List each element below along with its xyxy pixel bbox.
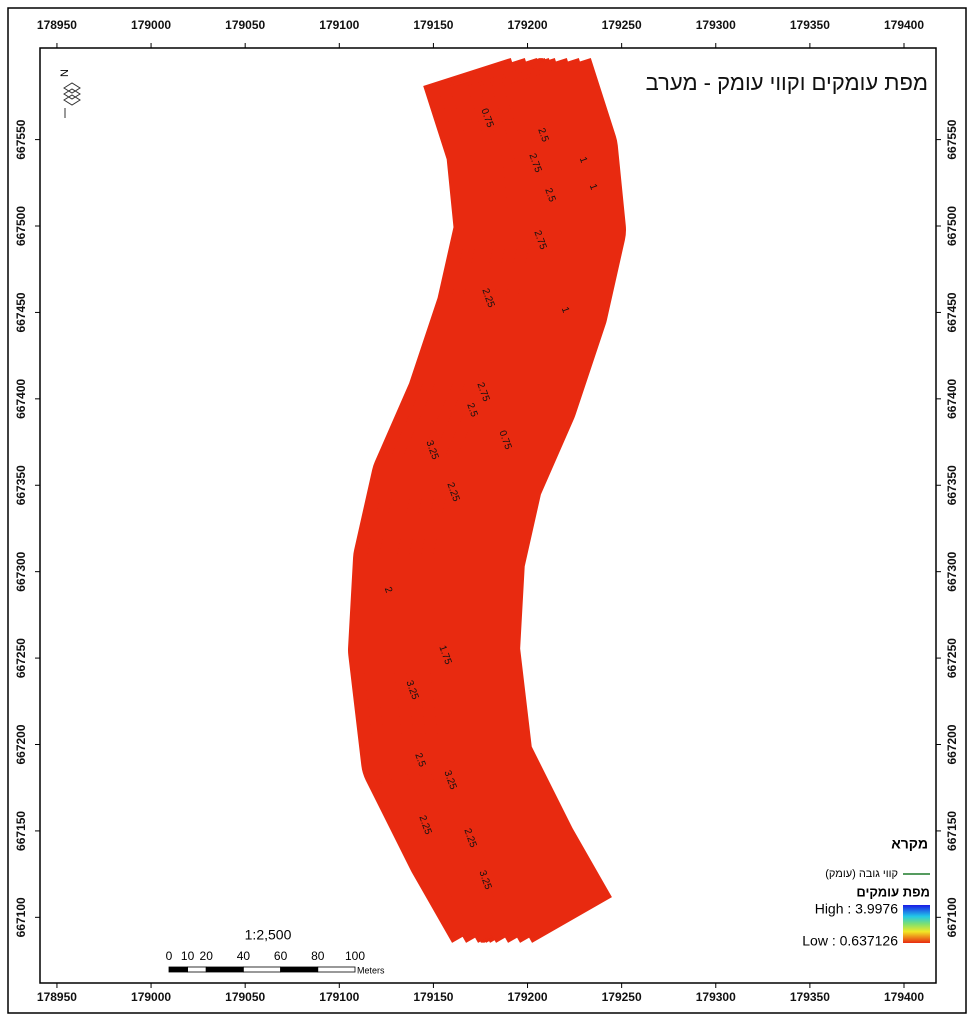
- y-tick-label: 667200: [945, 724, 959, 764]
- legend-raster-title: מפת עומקים: [856, 884, 930, 899]
- y-tick-label: 667350: [14, 465, 28, 505]
- x-tick-label: 179350: [790, 18, 830, 32]
- scale-label: 0: [166, 949, 173, 963]
- y-tick-label: 667250: [945, 638, 959, 678]
- scale-segment: [205, 966, 244, 973]
- x-tick-label: 179000: [131, 18, 171, 32]
- y-tick-label: 667550: [14, 119, 28, 159]
- contour-label: 2.5: [535, 127, 550, 144]
- scale-unit: Meters: [357, 965, 385, 975]
- x-tick-label: 179050: [225, 18, 265, 32]
- x-tick-label: 178950: [37, 18, 77, 32]
- y-tick-label: 667100: [14, 897, 28, 937]
- north-label: N: [59, 69, 71, 77]
- legend-contour: קווי גובה (עומק): [825, 868, 898, 880]
- y-tick-label: 667450: [945, 292, 959, 332]
- y-tick-label: 667500: [14, 206, 28, 246]
- y-tick-label: 667550: [945, 119, 959, 159]
- x-tick-label: 179250: [602, 990, 642, 1004]
- legend-ramp: [903, 905, 930, 943]
- contour-label: 2.5: [412, 752, 427, 769]
- x-tick-label: 179150: [413, 990, 453, 1004]
- x-tick-label: 179050: [225, 990, 265, 1004]
- x-tick-label: 179300: [696, 990, 736, 1004]
- x-tick-label: 179100: [319, 18, 359, 32]
- legend-high: High : 3.9976: [815, 901, 898, 917]
- scale-ratio: 1:2,500: [245, 927, 292, 943]
- y-tick-label: 667400: [14, 378, 28, 418]
- x-tick-label: 179200: [508, 18, 548, 32]
- contour-label: 2: [382, 586, 394, 595]
- river: [394, 72, 580, 920]
- x-tick-label: 179400: [884, 18, 924, 32]
- scale-segment: [242, 966, 281, 973]
- contour-label: 2.5: [464, 402, 479, 419]
- y-tick-label: 667350: [945, 465, 959, 505]
- scale-label: 10: [181, 949, 195, 963]
- scale-segment: [187, 966, 207, 973]
- contour-label: 2.5: [542, 187, 557, 204]
- scale-segment: [317, 966, 356, 973]
- scale-label: 80: [311, 949, 325, 963]
- y-tick-label: 667100: [945, 897, 959, 937]
- north-symbol: [63, 82, 81, 106]
- x-tick-label: 179300: [696, 18, 736, 32]
- contour-label: 1: [577, 156, 589, 165]
- x-tick-label: 179400: [884, 990, 924, 1004]
- x-tick-label: 179350: [790, 990, 830, 1004]
- scale-label: 40: [237, 949, 251, 963]
- scale-label: 100: [345, 949, 365, 963]
- y-tick-label: 667200: [14, 724, 28, 764]
- contour-label: 1: [559, 306, 571, 315]
- x-tick-label: 178950: [37, 990, 77, 1004]
- legend-title: מקרא: [891, 836, 928, 852]
- y-tick-label: 667150: [14, 811, 28, 851]
- north-arrow: [63, 82, 81, 118]
- y-tick-label: 667450: [14, 292, 28, 332]
- scale-label: 60: [274, 949, 288, 963]
- scale-label: 20: [200, 949, 214, 963]
- y-tick-label: 667500: [945, 206, 959, 246]
- y-tick-label: 667400: [945, 378, 959, 418]
- scale-segment: [280, 966, 319, 973]
- x-tick-label: 179250: [602, 18, 642, 32]
- contour-label: 1: [587, 183, 599, 192]
- y-tick-label: 667150: [945, 811, 959, 851]
- map-title: מפת עומקים וקווי עומק - מערב: [646, 70, 928, 95]
- y-tick-label: 667250: [14, 638, 28, 678]
- x-tick-label: 179150: [413, 18, 453, 32]
- x-tick-label: 179000: [131, 990, 171, 1004]
- legend-low: Low : 0.637126: [802, 933, 898, 949]
- y-tick-label: 667300: [14, 551, 28, 591]
- x-tick-label: 179100: [319, 990, 359, 1004]
- scale-segment: [168, 966, 189, 973]
- y-tick-label: 667300: [945, 551, 959, 591]
- x-tick-label: 179200: [508, 990, 548, 1004]
